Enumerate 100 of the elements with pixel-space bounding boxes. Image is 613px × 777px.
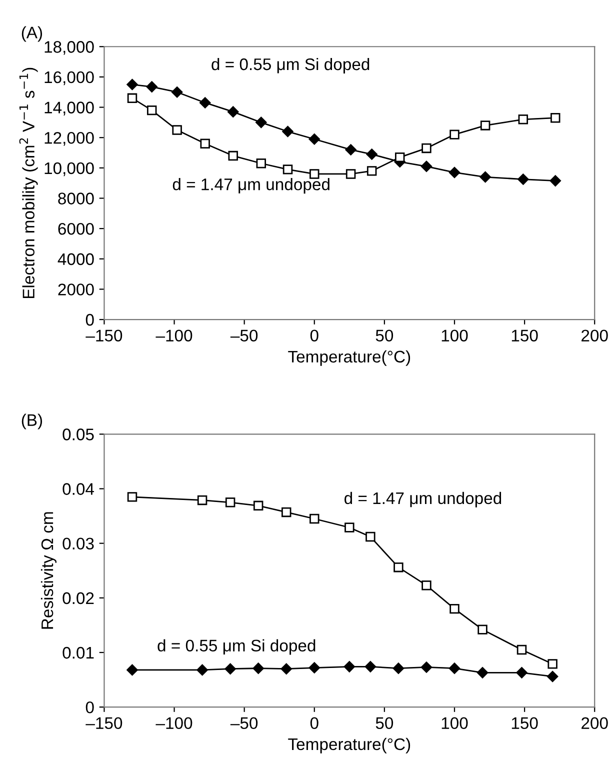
y-tick-label: 0: [86, 701, 94, 714]
point: [310, 169, 320, 179]
point: [366, 166, 377, 176]
point: [546, 670, 558, 682]
point: [518, 114, 528, 124]
point: [420, 160, 432, 172]
point: [392, 662, 404, 674]
point: [422, 580, 432, 590]
y-tick-label: 10,000: [44, 162, 94, 176]
chart-title: (A): [22, 26, 42, 42]
point: [310, 514, 320, 524]
point: [518, 174, 529, 185]
point: [308, 134, 320, 145]
point: [476, 667, 488, 678]
y-tick-label: 16,000: [44, 71, 94, 86]
y-tick-label: 6000: [58, 222, 94, 235]
x-axis-title: Temperature(°C): [288, 350, 410, 366]
point: [394, 152, 405, 162]
point: [224, 663, 236, 674]
point: [480, 120, 490, 130]
point: [126, 78, 138, 90]
point: [200, 138, 210, 149]
point: [171, 86, 183, 98]
point: [420, 662, 432, 673]
x-tick-label: 150: [512, 330, 538, 342]
series-label: d = 0.55 μm Si doped: [158, 639, 316, 655]
y-tick-label: 0.03: [62, 538, 94, 550]
point: [281, 507, 292, 518]
y-tick-label: 18,000: [44, 41, 94, 55]
y-tick-label: 0.04: [62, 483, 94, 495]
point: [172, 125, 182, 135]
point: [346, 169, 356, 179]
x-tick-label: –50: [230, 330, 258, 342]
point: [127, 93, 138, 104]
point: [480, 171, 491, 183]
point: [282, 164, 293, 174]
point: [450, 604, 460, 614]
x-tick-label: 50: [376, 330, 394, 342]
point: [308, 662, 320, 674]
point: [196, 664, 208, 676]
x-tick-label: –150: [86, 717, 122, 730]
y-axis-title: Resistivity Ω cm: [40, 512, 56, 629]
point: [548, 659, 558, 669]
point: [450, 130, 460, 140]
x-tick-label: 200: [582, 717, 608, 730]
point: [228, 150, 238, 161]
y-axis-title: Electron mobility (cm$^{2}$ V$^{−1}$ s$^{−1}$): [19, 68, 38, 298]
point: [197, 495, 208, 506]
y-tick-label: 2000: [58, 284, 94, 296]
point: [448, 662, 460, 674]
point: [146, 105, 157, 116]
point: [280, 663, 292, 674]
point: [344, 522, 354, 532]
x-tick-label: 150: [512, 717, 538, 730]
point: [228, 106, 239, 118]
x-tick-label: –50: [230, 717, 258, 730]
point: [394, 562, 404, 572]
series-label: d = 1.47 μm undoped: [172, 178, 330, 194]
point: [344, 661, 356, 672]
x-tick-label: –150: [86, 330, 122, 342]
y-tick-label: 0.05: [62, 428, 94, 440]
y-tick-label: 0.02: [62, 592, 94, 604]
point: [146, 81, 158, 92]
series-label: d = 0.55 μm Si doped: [212, 58, 370, 74]
x-axis-title: Temperature(°C): [288, 738, 410, 754]
y-tick-label: 14,000: [44, 102, 94, 116]
series-label: d = 1.47 μm undoped: [344, 492, 502, 508]
x-tick-label: –100: [156, 717, 192, 730]
point: [282, 126, 294, 138]
x-tick-label: 100: [442, 717, 468, 730]
point: [199, 97, 211, 108]
x-tick-label: 200: [582, 330, 608, 342]
point: [126, 664, 138, 676]
point: [345, 144, 356, 156]
point: [256, 158, 266, 168]
point: [225, 498, 236, 508]
x-tick-label: 100: [442, 330, 468, 342]
point: [364, 661, 376, 672]
y-tick-label: 0: [86, 314, 94, 326]
point: [253, 500, 264, 511]
point: [516, 644, 527, 655]
y-tick-label: 12,000: [44, 132, 94, 146]
point: [448, 166, 460, 178]
point: [127, 492, 138, 502]
point: [516, 667, 528, 678]
point: [550, 113, 560, 123]
point: [256, 116, 267, 128]
x-tick-label: 0: [310, 717, 318, 730]
point: [252, 662, 264, 674]
x-tick-label: 0: [310, 330, 318, 342]
point: [478, 624, 488, 634]
point: [366, 532, 376, 542]
y-tick-label: 8000: [58, 192, 94, 204]
x-tick-label: 50: [376, 717, 394, 730]
point: [366, 148, 378, 160]
point: [550, 175, 561, 186]
y-tick-label: 4000: [58, 253, 94, 266]
x-tick-label: –100: [156, 330, 192, 342]
y-tick-label: 0.01: [62, 646, 94, 659]
chart-title: (B): [22, 414, 42, 430]
